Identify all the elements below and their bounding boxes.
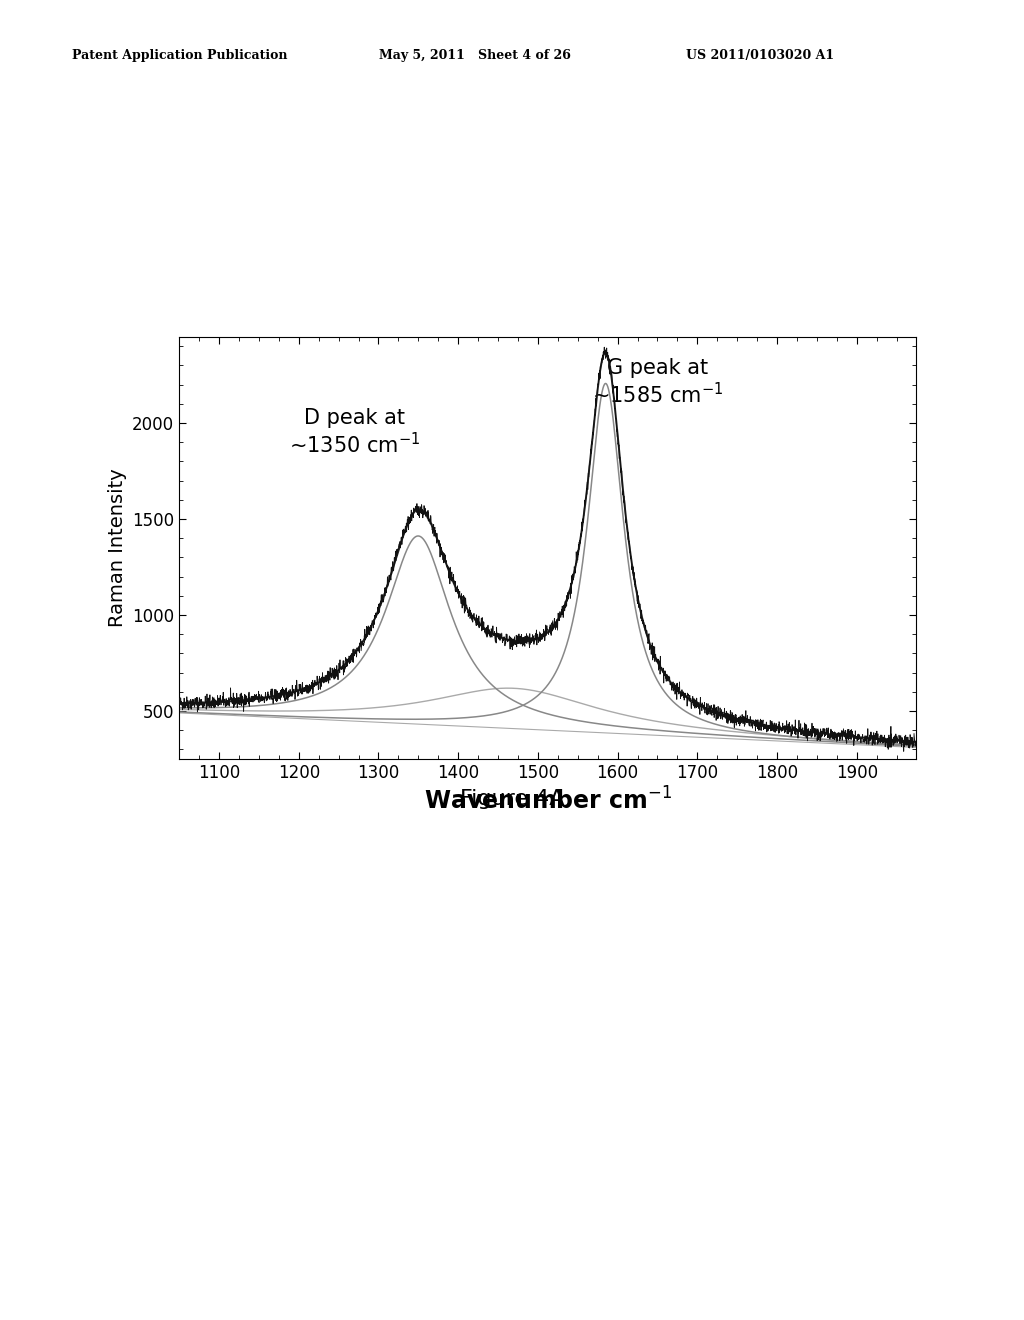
Text: D peak at
~1350 cm$^{-1}$: D peak at ~1350 cm$^{-1}$ bbox=[289, 408, 420, 458]
Text: US 2011/0103020 A1: US 2011/0103020 A1 bbox=[686, 49, 835, 62]
Text: Figure 4A: Figure 4A bbox=[460, 789, 564, 809]
Text: Patent Application Publication: Patent Application Publication bbox=[72, 49, 287, 62]
Text: May 5, 2011   Sheet 4 of 26: May 5, 2011 Sheet 4 of 26 bbox=[379, 49, 570, 62]
X-axis label: Wavenumber cm$^{-1}$: Wavenumber cm$^{-1}$ bbox=[424, 788, 672, 814]
Y-axis label: Raman Intensity: Raman Intensity bbox=[108, 469, 127, 627]
Text: G peak at
~1585 cm$^{-1}$: G peak at ~1585 cm$^{-1}$ bbox=[592, 358, 723, 408]
